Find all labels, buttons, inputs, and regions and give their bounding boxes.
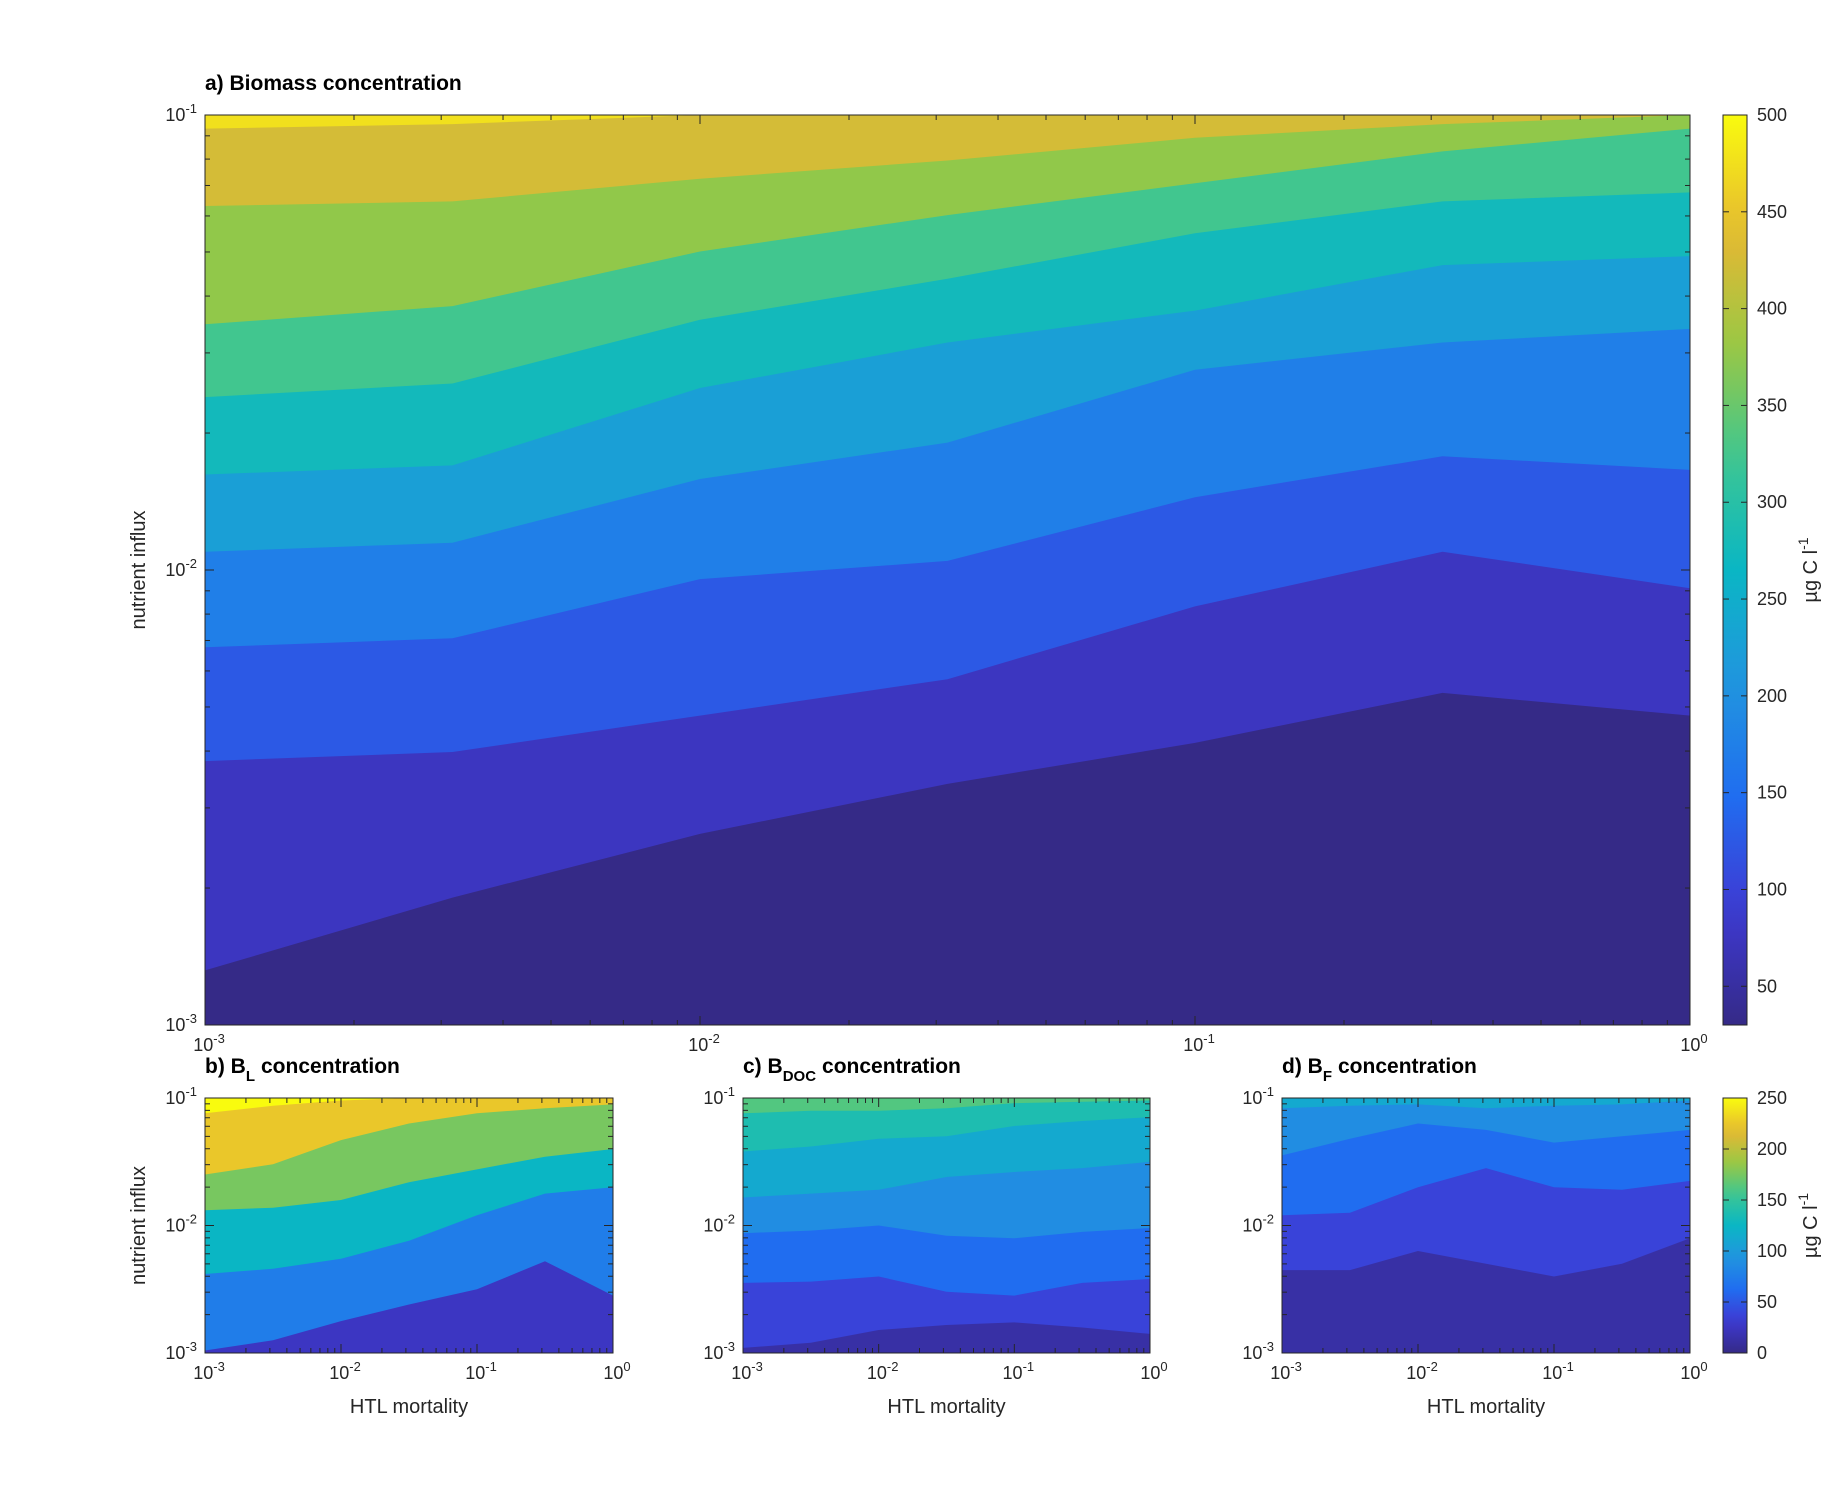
- x-tick-label: 10-2: [329, 1359, 361, 1383]
- contour-band-250: [205, 1098, 613, 1114]
- y-tick-label: 10-1: [703, 1084, 735, 1108]
- colorbar-tick-label: 350: [1757, 395, 1787, 415]
- contour-band-125: [743, 1098, 1150, 1152]
- colorbar-label: µg C l-1: [1795, 537, 1822, 602]
- panel-a: 10-3 10-2 10-1 10-3 10-2 10-1 100 a) Biomass co…: [128, 72, 1708, 1055]
- panel-title: c) BDOC concentration: [743, 1055, 961, 1085]
- y-tick-label: 10-1: [165, 1084, 197, 1108]
- y-axis-label: nutrient influx: [128, 1166, 150, 1285]
- x-tick-label: 10-2: [1406, 1359, 1438, 1383]
- colorbar-tick-label: 250: [1757, 1088, 1787, 1108]
- colorbar-tick-label: 200: [1757, 1139, 1787, 1159]
- colorbar-tick-label: 500: [1757, 105, 1787, 125]
- y-tick-label: 10-1: [165, 101, 197, 125]
- colorbar-tick-label: 400: [1757, 299, 1787, 319]
- colorbar-bottom: 0 50 100 150 200 250 µg C l-1: [1722, 1088, 1822, 1363]
- contour-band-400: [205, 115, 1690, 206]
- panel-b: 10-3 10-2 10-1 10-3 10-2 10-1 100 b) BL concentr…: [128, 1055, 631, 1418]
- panel-title: a) Biomass concentration: [205, 72, 462, 95]
- contour-band-75: [1282, 1098, 1690, 1156]
- y-tick-label: 10-1: [1242, 1084, 1274, 1108]
- contour-fill-b: [205, 1098, 613, 1353]
- contour-fill-d: [1282, 1098, 1690, 1353]
- colorbar-tick-label: 250: [1757, 589, 1787, 609]
- contour-band-200: [205, 1098, 613, 1175]
- panel-d: 10-3 10-2 10-1 10-3 10-2 10-1 100 d) BF concentr…: [1242, 1055, 1707, 1418]
- x-tick-label: 10-1: [465, 1359, 497, 1383]
- colorbar-tick-label: 50: [1757, 1292, 1777, 1312]
- x-tick-label: 10-3: [731, 1359, 763, 1383]
- y-tick-label: 10-3: [1242, 1339, 1274, 1363]
- colorbar-tick-label: 450: [1757, 202, 1787, 222]
- colorbar-tick-label: 50: [1757, 976, 1777, 996]
- x-tick-label: 10-1: [1183, 1031, 1215, 1055]
- y-tick-label: 10-2: [1242, 1212, 1274, 1236]
- x-tick-label: 100: [1140, 1359, 1167, 1383]
- x-axis-label: HTL mortality: [1427, 1396, 1545, 1418]
- x-tick-label: 10-3: [193, 1359, 225, 1383]
- x-tick-label: 10-2: [688, 1031, 720, 1055]
- y-tick-label: 10-3: [165, 1339, 197, 1363]
- y-tick-label: 10-2: [703, 1212, 735, 1236]
- panel-title: d) BF concentration: [1282, 1055, 1477, 1085]
- y-tick-label: 10-2: [165, 1212, 197, 1236]
- panel-c: 10-3 10-2 10-1 10-3 10-2 10-1 100 c) BDOC concen…: [703, 1055, 1167, 1418]
- x-tick-label: 10-1: [1003, 1359, 1035, 1383]
- x-tick-label: 10-3: [1270, 1359, 1302, 1383]
- x-tick-label: 10-1: [1542, 1359, 1574, 1383]
- contour-band-150: [743, 1098, 1150, 1114]
- colorbar-tick-label: 0: [1757, 1343, 1767, 1363]
- y-axis-label: nutrient influx: [128, 511, 150, 630]
- x-tick-label: 100: [603, 1359, 630, 1383]
- colorbar-label: µg C l-1: [1795, 1193, 1822, 1258]
- colorbar-tick-label: 200: [1757, 686, 1787, 706]
- x-axis-label: HTL mortality: [350, 1396, 468, 1418]
- contour-fill-c: [743, 1098, 1150, 1353]
- colorbar-tick-label: 100: [1757, 1241, 1787, 1261]
- x-tick-label: 100: [1680, 1031, 1707, 1055]
- contour-band-450: [205, 115, 1690, 129]
- contour-band-100: [1282, 1098, 1690, 1109]
- colorbar-gradient: [1722, 1097, 1748, 1354]
- colorbar-tick-label: 100: [1757, 879, 1787, 899]
- colorbar-gradient: [1722, 114, 1748, 1026]
- x-axis-label: HTL mortality: [887, 1396, 1005, 1418]
- x-tick-label: 10-3: [193, 1031, 225, 1055]
- x-tick-label: 10-2: [867, 1359, 899, 1383]
- panel-title: b) BL concentration: [205, 1055, 400, 1085]
- y-tick-label: 10-3: [165, 1011, 197, 1035]
- colorbar-top: 50 100 150 200 250 300 350 400 450 500 µg C l-1: [1722, 105, 1822, 1026]
- colorbar-tick-label: 300: [1757, 492, 1787, 512]
- x-tick-label: 100: [1680, 1359, 1707, 1383]
- y-tick-label: 10-2: [165, 556, 197, 580]
- contour-fill-a: [205, 115, 1690, 1025]
- y-tick-label: 10-3: [703, 1339, 735, 1363]
- colorbar-tick-label: 150: [1757, 1190, 1787, 1210]
- colorbar-tick-label: 150: [1757, 783, 1787, 803]
